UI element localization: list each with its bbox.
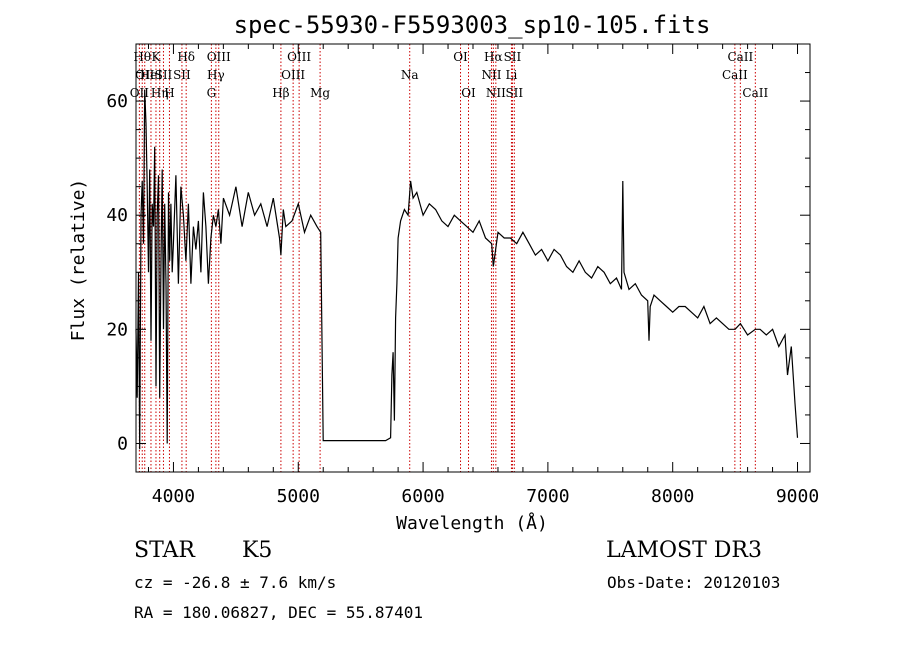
observation-date: Obs-Date: 20120103 [607,573,781,592]
line-label-20: Hα [484,50,503,64]
line-label-8: Hδ [177,50,195,64]
object-type: STAR [134,538,195,563]
line-label-28: CaII [742,86,768,100]
line-label-26: CaII [727,50,753,64]
line-label-17: Na [401,68,419,82]
line-label-0: OII [130,86,150,100]
survey-name: LAMOST DR3 [606,538,762,563]
line-label-2: OII [135,68,155,82]
redshift-cz: cz = -26.8 ± 7.6 km/s [134,573,337,592]
line-label-11: Hγ [207,68,225,82]
y-tick-label-3: 60 [106,91,128,112]
line-label-25: SII [505,86,523,100]
line-label-12: G [207,86,217,100]
object-class: K5 [242,538,273,563]
spectral-line-markers [138,44,756,472]
x-axis-label: Wavelength (Å) [396,512,548,534]
line-label-16: Mg [310,86,330,100]
y-axis-label: Flux (relative) [68,179,89,342]
line-label-19: OI [461,86,476,100]
x-tick-label-1: 5000 [277,486,320,507]
line-label-22: NII [486,86,506,100]
chart-title: spec-55930-F5593003_sp10-105.fits [234,11,711,39]
x-tick-label-5: 9000 [776,486,819,507]
x-axis-ticks: 4000 5000 6000 7000 8000 9000 [147,44,819,507]
line-label-18: OI [453,50,468,64]
line-label-1: Hθ [133,50,151,64]
line-label-5: Hη [151,86,169,100]
x-tick-label-2: 6000 [401,486,444,507]
plot-frame [135,43,811,473]
y-tick-label-2: 40 [106,205,128,226]
line-label-6: SII [155,68,173,82]
x-tick-label-4: 8000 [651,486,694,507]
line-label-7: H [164,86,174,100]
line-label-4: K [151,50,161,64]
line-label-24: Li [506,68,518,82]
line-label-10: OIII [207,50,231,64]
line-label-27: CaII [722,68,748,82]
line-label-14: OIII [287,50,311,64]
spectrum-line [135,89,799,450]
line-label-13: Hβ [272,86,289,100]
y-tick-label-1: 20 [106,319,128,340]
y-axis-ticks: 0 20 40 60 [106,43,810,473]
x-tick-label-3: 7000 [526,486,569,507]
y-tick-label-0: 0 [117,433,128,454]
line-label-3: HeI [140,68,163,82]
x-tick-label-0: 4000 [152,486,195,507]
ra-dec-coordinates: RA = 180.06827, DEC = 55.87401 [134,603,423,622]
line-label-9: SII [173,68,191,82]
line-label-15: OIII [281,68,305,82]
line-label-21: NII [481,68,501,82]
line-label-23: SII [504,50,522,64]
